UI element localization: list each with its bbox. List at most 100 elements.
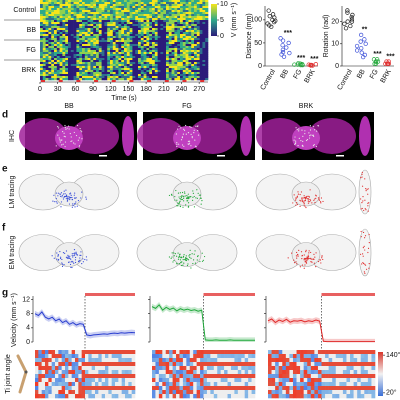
heatmap-cell <box>174 2 178 5</box>
heatmap-cell <box>48 4 52 7</box>
heatmap-cell <box>118 46 122 49</box>
angle-cell <box>335 386 340 391</box>
angle-cell <box>65 386 69 391</box>
heatmap-cell <box>101 52 105 55</box>
angle-cell <box>182 378 187 383</box>
heatmap-cell <box>110 14 114 17</box>
angle-cell <box>268 354 272 359</box>
angle-cell <box>342 390 347 395</box>
heatmap-cell <box>196 28 200 31</box>
heatmap-cell <box>115 40 119 43</box>
neuron-trace <box>76 205 78 207</box>
heatmap-cell <box>84 40 88 43</box>
neuron-stain <box>178 143 180 145</box>
heatmap-cell <box>138 58 142 61</box>
angle-cell <box>179 370 184 375</box>
heatmap-cell <box>98 32 102 35</box>
heatmap-cell <box>194 22 198 25</box>
neuron-trace <box>177 258 180 260</box>
angle-cell <box>78 358 82 363</box>
heatmap-cell <box>93 56 97 59</box>
neuron-trace <box>179 192 181 194</box>
neuron-stain <box>197 134 200 136</box>
heatmap-cell <box>104 56 108 59</box>
heatmap-cell <box>140 40 144 43</box>
heatmap-cell <box>202 26 206 29</box>
angle-cell <box>292 358 297 363</box>
angle-cell <box>85 354 89 359</box>
heatmap-cell <box>87 52 91 55</box>
angle-cell <box>271 354 276 359</box>
angle-cell <box>65 362 69 367</box>
heatmap-cell <box>51 8 55 11</box>
heatmap-cell <box>79 62 83 65</box>
angle-cell <box>339 358 344 363</box>
heatmap-cell <box>65 42 69 45</box>
heatmap-cell <box>90 10 94 13</box>
heatmap-cell <box>149 64 153 67</box>
neuron-trace <box>170 257 172 259</box>
heatmap-cell <box>166 62 170 65</box>
heatmap-cell <box>54 66 58 69</box>
heatmap-cell <box>98 2 102 5</box>
heatmap-cell <box>54 18 58 21</box>
heatmap-cell <box>40 78 44 81</box>
angle-cell <box>339 394 344 399</box>
heatmap-cell <box>65 48 69 51</box>
heatmap-cell <box>42 76 46 79</box>
angle-cell <box>275 390 279 395</box>
heatmap-cell <box>199 6 203 9</box>
vnc <box>359 116 371 156</box>
heatmap-cell <box>54 10 58 13</box>
heatmap-cell <box>118 26 122 29</box>
heatmap-cell <box>40 12 44 15</box>
heatmap-cell <box>42 68 46 71</box>
neuron-trace <box>56 252 58 254</box>
heatmap-cell <box>56 16 60 19</box>
heatmap-cell <box>182 72 186 75</box>
angle-cell <box>115 386 119 391</box>
heatmap-cell <box>48 60 52 63</box>
neuron-trace <box>61 196 63 198</box>
angle-cell <box>275 370 279 375</box>
angle-cell <box>317 382 322 387</box>
heatmap-cell <box>188 60 192 63</box>
heatmap-cell <box>124 36 128 39</box>
heatmap-cell <box>70 48 74 51</box>
angle-cell <box>152 382 156 387</box>
angle-cell <box>317 370 322 375</box>
neuron-stain <box>298 128 300 130</box>
angle-cell <box>95 358 99 363</box>
heatmap-cell <box>65 72 69 75</box>
angle-cell <box>289 362 294 367</box>
angle-cell <box>118 358 122 363</box>
angle-cell <box>105 354 109 359</box>
heatmap-cell <box>157 48 161 51</box>
angle-cell <box>268 386 272 391</box>
angle-cell <box>210 362 215 367</box>
angle-cell <box>271 390 276 395</box>
heatmap-cell <box>191 6 195 9</box>
heatmap-cell <box>146 14 150 17</box>
angle-cell <box>241 374 245 379</box>
angle-cell <box>78 382 82 387</box>
heatmap-cell <box>196 62 200 65</box>
heatmap-cell <box>110 32 114 35</box>
heatmap-cell <box>199 4 203 7</box>
angle-cell <box>206 362 211 367</box>
heatmap-cell <box>121 78 125 81</box>
heatmap-cell <box>98 24 102 27</box>
angle-cell <box>75 366 79 371</box>
heatmap-cell <box>121 58 125 61</box>
heatmap-cell <box>138 2 142 5</box>
heatmap-cell <box>48 74 52 77</box>
heatmap-cell <box>93 40 97 43</box>
heatmap-cell <box>166 28 170 31</box>
angle-cell <box>65 350 69 355</box>
heatmap-cell <box>168 44 172 47</box>
data-point <box>354 43 360 49</box>
heatmap-cell <box>185 0 189 3</box>
y-tick-label: 0 <box>258 63 262 70</box>
heatmap-cell <box>79 46 83 49</box>
heatmap-cell <box>188 32 192 35</box>
